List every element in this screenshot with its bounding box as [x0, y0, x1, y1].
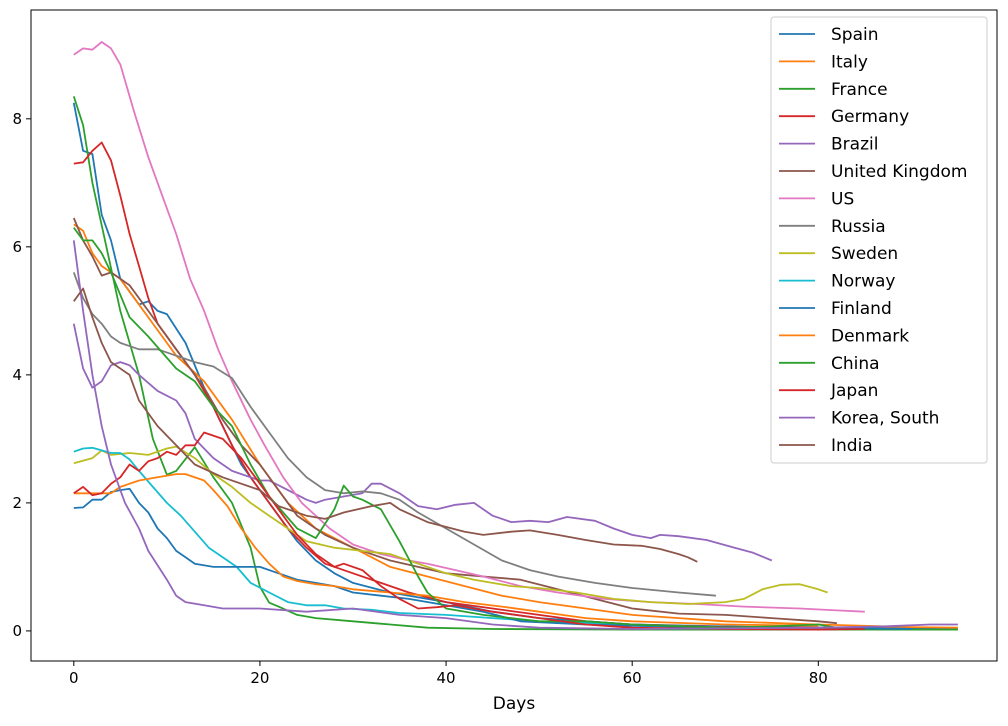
- legend-label: US: [831, 189, 854, 209]
- series-line-korea-south: [72, 240, 958, 630]
- x-tick-label: 40: [437, 669, 456, 687]
- series-line-russia: [72, 272, 716, 597]
- legend-item: United Kingdom: [779, 162, 967, 182]
- series-line-india: [73, 287, 698, 563]
- legend-item: Sweden: [779, 244, 898, 264]
- legend-label: Italy: [831, 52, 868, 72]
- legend-label: Brazil: [831, 135, 878, 155]
- legend-label: Korea, South: [831, 409, 939, 429]
- legend-label: Denmark: [831, 326, 909, 346]
- x-tick-label: 20: [250, 669, 269, 687]
- legend-label: Sweden: [831, 244, 898, 264]
- legend-item: Denmark: [779, 326, 909, 346]
- legend: Spain Italy France Germany Brazil United King…: [770, 16, 988, 464]
- legend-label: Japan: [830, 381, 878, 401]
- legend-label: Finland: [831, 299, 892, 319]
- legend-item: Finland: [779, 299, 892, 319]
- y-tick-label: 2: [12, 494, 22, 512]
- legend-item: Japan: [779, 381, 878, 401]
- legend-item: Brazil: [779, 135, 878, 155]
- x-axis: 0 20 40 60 80: [69, 661, 828, 687]
- y-tick-label: 4: [12, 366, 22, 384]
- y-axis: 0 2 4 6 8: [12, 110, 31, 640]
- legend-box: [770, 16, 988, 464]
- legend-item: Germany: [779, 107, 909, 127]
- legend-item: France: [779, 80, 888, 100]
- legend-item: China: [779, 354, 880, 374]
- legend-label: France: [831, 80, 888, 100]
- x-tick-label: 60: [623, 669, 642, 687]
- series-line-france: [72, 96, 958, 631]
- legend-item: Italy: [779, 52, 868, 72]
- legend-label: India: [831, 436, 873, 456]
- y-tick-label: 6: [12, 238, 22, 256]
- legend-label: Russia: [831, 217, 886, 237]
- series-line-denmark: [73, 473, 819, 627]
- legend-item: Spain: [779, 25, 879, 45]
- y-tick-label: 0: [12, 622, 22, 640]
- x-tick-label: 80: [809, 669, 828, 687]
- legend-label: Germany: [831, 107, 909, 127]
- legend-item: US: [779, 189, 854, 209]
- series-layer: [72, 41, 958, 631]
- legend-label: China: [831, 354, 880, 374]
- series-line-japan: [73, 431, 865, 631]
- legend-item: Russia: [779, 217, 886, 237]
- legend-label: United Kingdom: [831, 162, 967, 182]
- legend-label: Spain: [831, 25, 879, 45]
- series-line-brazil: [72, 323, 773, 562]
- series-line-united-kingdom: [72, 217, 837, 625]
- legend-item: Norway: [779, 272, 896, 292]
- series-line-china: [73, 227, 838, 629]
- series-line-sweden: [73, 445, 828, 605]
- y-tick-label: 8: [12, 110, 22, 128]
- legend-item: India: [779, 436, 873, 456]
- legend-item: Korea, South: [779, 409, 939, 429]
- x-axis-label: Days: [493, 694, 536, 714]
- x-tick-label: 0: [69, 669, 79, 687]
- legend-label: Norway: [831, 272, 896, 292]
- series-line-finland: [73, 487, 912, 630]
- plot-frame: [30, 9, 998, 662]
